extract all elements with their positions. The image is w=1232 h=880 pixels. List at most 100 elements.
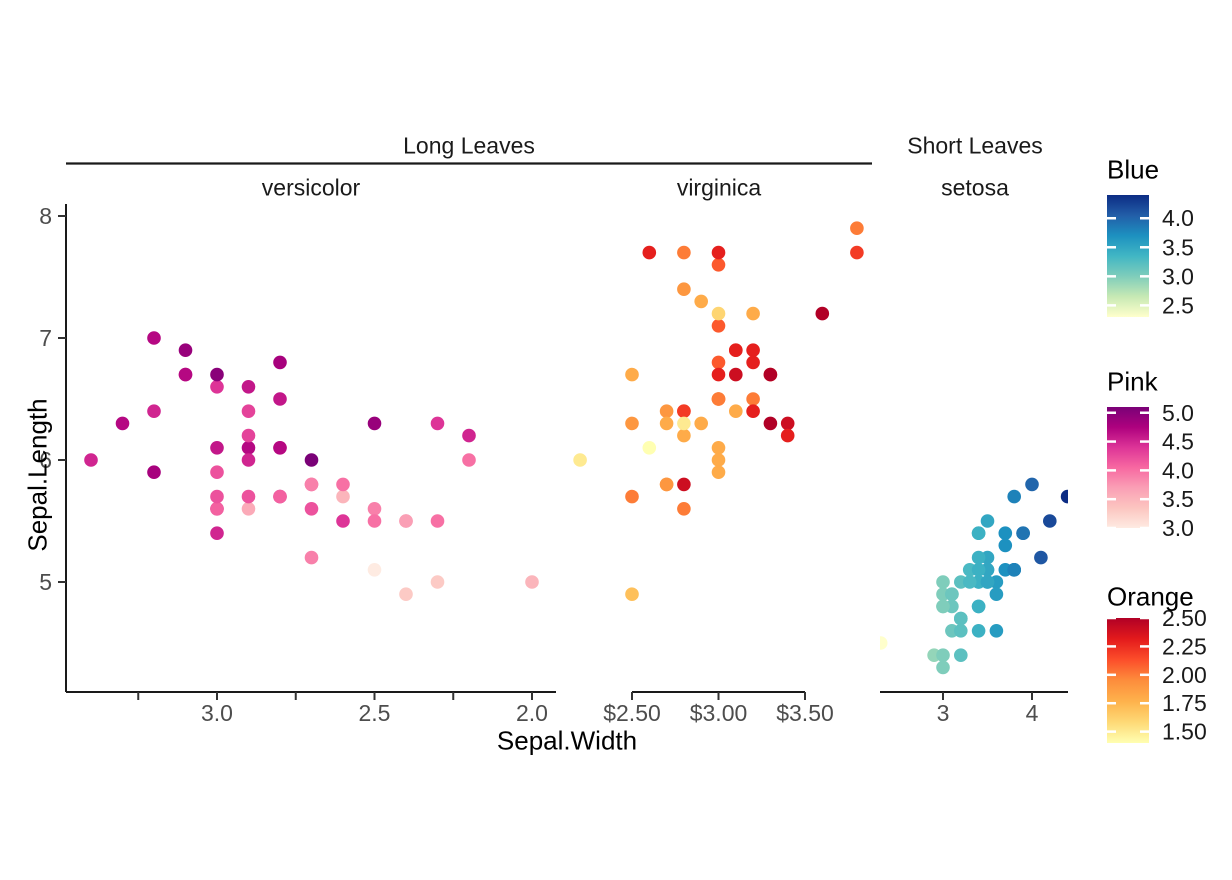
data-point — [729, 367, 743, 382]
data-point — [711, 441, 726, 455]
data-point — [980, 514, 995, 528]
data-point — [780, 416, 795, 431]
facet-strip-virginica: virginica — [676, 174, 762, 201]
x-tick-label: $3.00 — [690, 700, 748, 726]
data-point — [304, 477, 319, 492]
data-point — [954, 648, 968, 662]
data-point — [241, 404, 256, 419]
y-axis: 8 7 6 5 — [39, 203, 67, 692]
panel-versicolor: 3.0 2.5 2.0 — [66, 331, 556, 726]
data-point — [304, 550, 319, 565]
data-point — [936, 575, 950, 589]
x-tick-label: 2.5 — [359, 700, 391, 726]
legend-tick-label: 1.50 — [1162, 719, 1207, 745]
data-point — [711, 367, 726, 382]
legend-orange: 2.502.25 2.001.75 1.50 — [1107, 605, 1207, 745]
data-point — [241, 441, 256, 455]
legend-colorbar — [1107, 407, 1149, 528]
data-point — [850, 221, 864, 235]
data-point — [210, 489, 224, 504]
x-tick-label: 2.0 — [516, 700, 548, 726]
y-tick-label: 7 — [39, 325, 52, 351]
data-point — [625, 367, 639, 382]
data-point — [677, 245, 691, 260]
data-point — [210, 502, 224, 516]
x-tick-label: 3.0 — [201, 700, 233, 726]
legend-colorbar — [1107, 195, 1149, 317]
data-point — [962, 575, 977, 589]
data-point — [147, 331, 161, 345]
data-point — [241, 380, 256, 394]
data-point — [971, 624, 986, 638]
x-tick-label: $2.50 — [603, 700, 661, 726]
data-point — [210, 367, 224, 382]
points-setosa — [880, 477, 1068, 675]
data-point — [273, 392, 287, 406]
data-point — [210, 380, 224, 394]
data-point — [694, 416, 708, 431]
data-point — [273, 355, 287, 370]
legend-tick-label: 4.0 — [1162, 457, 1194, 483]
data-point — [989, 624, 1004, 638]
data-point — [1025, 477, 1039, 492]
facet-strip-setosa: setosa — [941, 174, 1009, 201]
data-point — [998, 538, 1013, 553]
legend-blue: 4.0 3.5 3.0 2.5 — [1107, 195, 1194, 318]
data-point — [147, 404, 161, 419]
data-point — [1007, 489, 1021, 504]
data-point — [642, 441, 657, 455]
data-point — [746, 355, 760, 370]
data-point — [763, 367, 778, 382]
data-point — [763, 416, 778, 431]
data-point — [84, 453, 98, 467]
x-tick-label: 4 — [1026, 700, 1039, 726]
legend-tick-label: 2.50 — [1162, 605, 1207, 631]
legend-tick-label: 5.0 — [1162, 400, 1194, 426]
data-point — [711, 355, 726, 370]
facet-strip-long-leaves: Long Leaves — [403, 132, 535, 159]
legend-tick-label: 3.0 — [1162, 263, 1194, 289]
data-point — [746, 306, 760, 321]
legend-tick-label: 2.00 — [1162, 662, 1207, 688]
data-point — [850, 245, 864, 260]
data-point — [711, 392, 726, 406]
data-point — [367, 416, 382, 431]
data-point — [971, 550, 986, 565]
data-point — [430, 416, 445, 431]
data-point — [880, 636, 888, 650]
data-point — [1016, 526, 1030, 540]
data-point — [1007, 563, 1021, 577]
legend-title-pink: Pink — [1107, 366, 1158, 397]
data-point — [677, 282, 691, 297]
data-point — [971, 526, 986, 540]
data-point — [642, 245, 657, 260]
points-versicolor — [84, 331, 539, 601]
data-point — [746, 392, 760, 406]
data-point — [677, 502, 691, 516]
legend-tick-label: 2.25 — [1162, 633, 1207, 659]
data-point — [677, 428, 691, 443]
data-point — [711, 319, 726, 333]
data-point — [711, 306, 726, 321]
facet-strip-short-leaves: Short Leaves — [907, 132, 1043, 159]
data-point — [241, 428, 256, 443]
data-point — [746, 404, 760, 419]
panel-virginica: $2.50 $3.00 $3.50 — [573, 221, 864, 726]
x-tick-label: 3 — [937, 700, 950, 726]
legend-tick-label: 3.5 — [1162, 234, 1194, 260]
data-point — [1034, 550, 1048, 565]
data-point — [659, 477, 674, 492]
data-point — [210, 526, 224, 540]
data-point — [147, 465, 161, 480]
data-point — [954, 611, 968, 626]
data-point — [677, 404, 691, 419]
data-point — [625, 416, 639, 431]
data-point — [336, 514, 350, 528]
legend-pink: 5.0 4.54.0 3.5 3.0 — [1107, 400, 1194, 541]
data-point — [210, 465, 224, 480]
facet-strip-versicolor: versicolor — [261, 174, 361, 201]
data-point — [115, 416, 130, 431]
data-point — [462, 428, 476, 443]
